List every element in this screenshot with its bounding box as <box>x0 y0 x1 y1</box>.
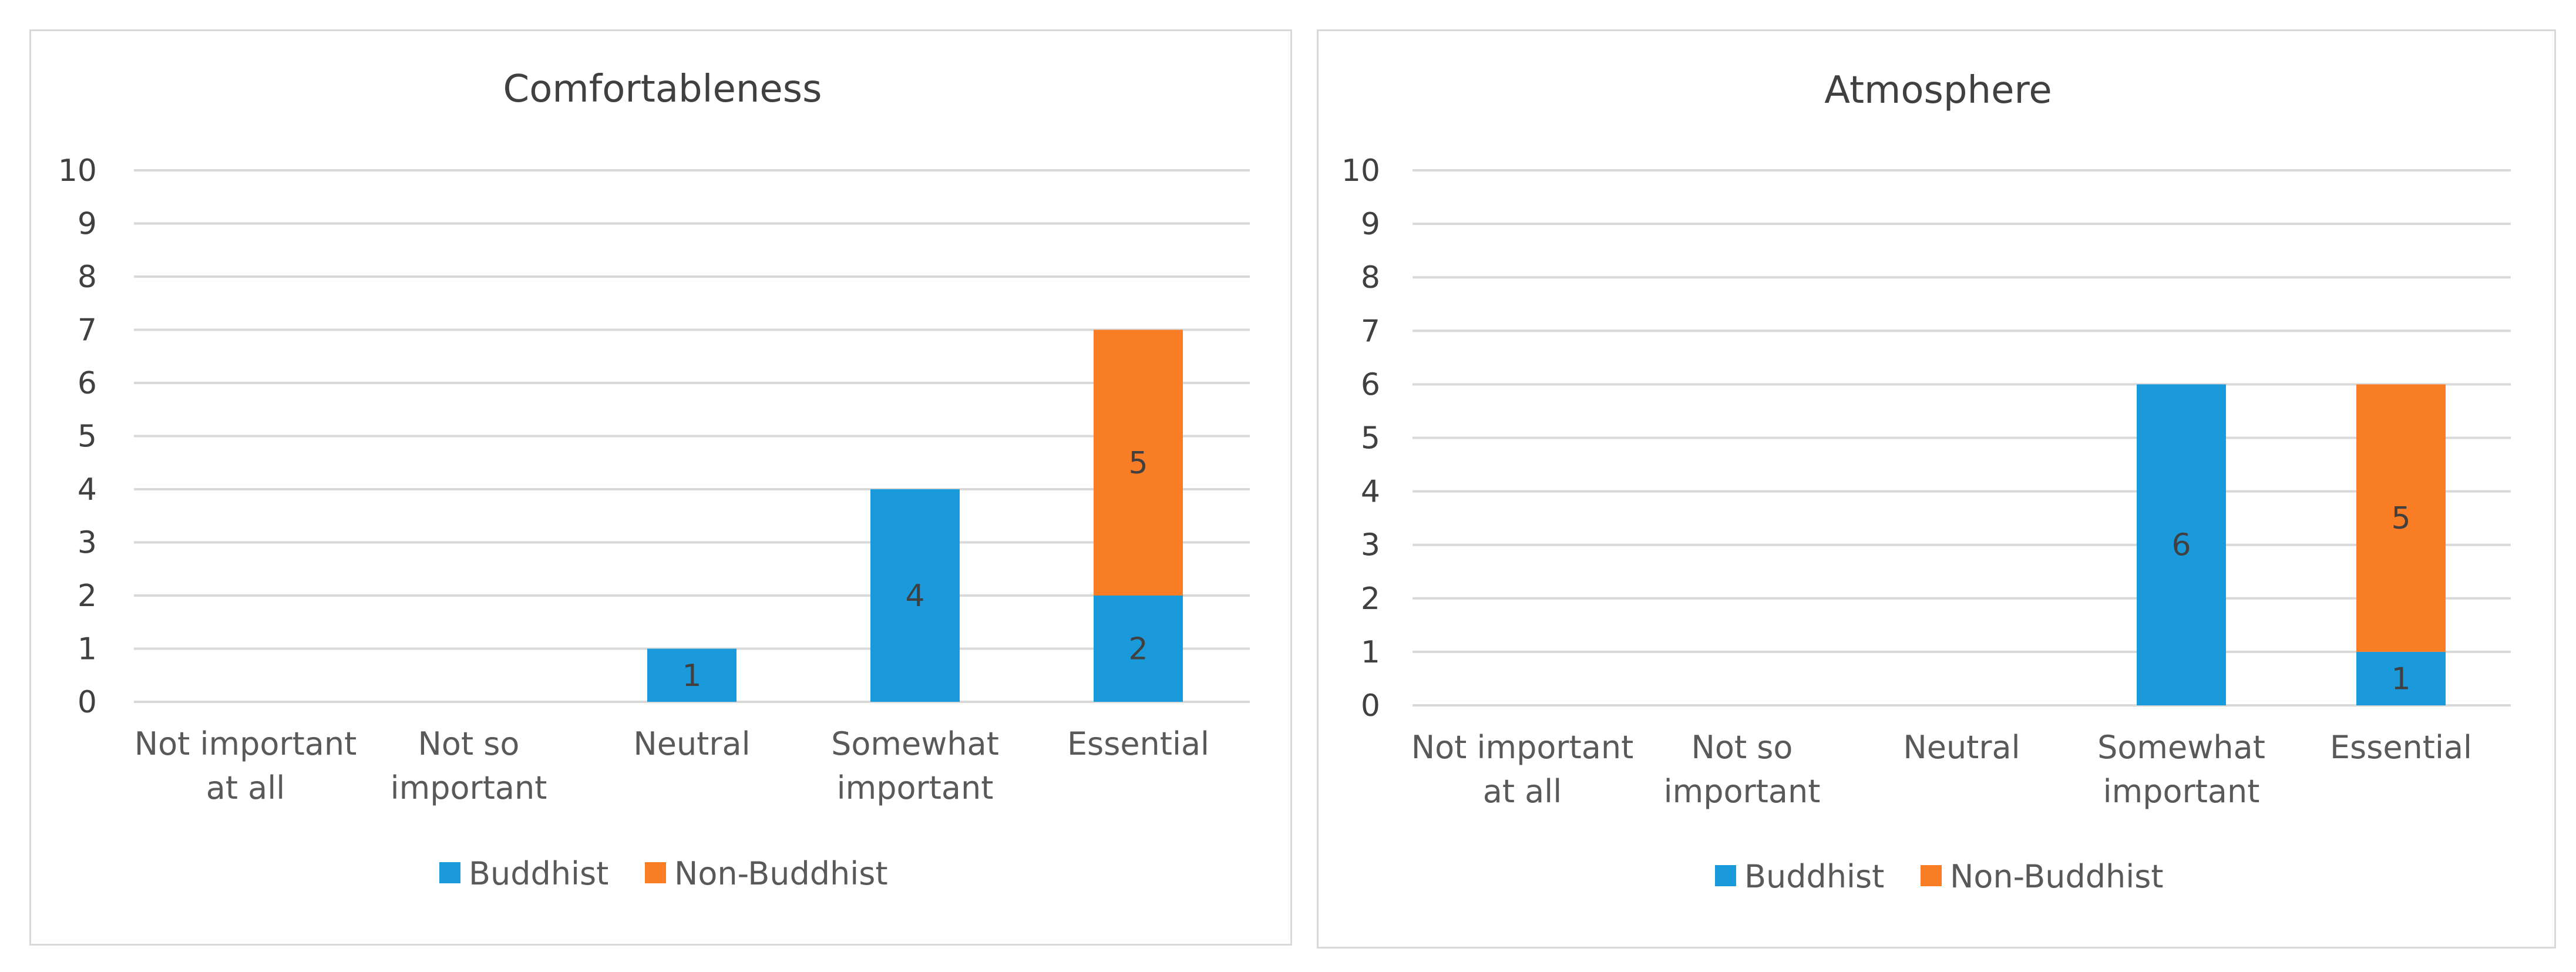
comfortableness-x-category-label: important <box>391 769 547 806</box>
comfortableness-data-label-non-buddhist: 5 <box>1128 446 1148 481</box>
atmosphere-x-category-label: Not important <box>1411 729 1634 766</box>
comfortableness-y-tick-label: 8 <box>78 260 97 295</box>
atmosphere-bars <box>2137 384 2446 705</box>
atmosphere-x-category-label: important <box>1664 773 1821 810</box>
atmosphere-legend-swatch-buddhist <box>1715 865 1736 886</box>
comfortableness-y-tick-label: 6 <box>78 366 97 401</box>
atmosphere-legend-label-non-buddhist: Non-Buddhist <box>1950 858 2164 895</box>
atmosphere-y-tick-label: 7 <box>1361 314 1380 349</box>
atmosphere-y-tick-label: 6 <box>1361 367 1380 402</box>
atmosphere-data-label-buddhist: 1 <box>2391 661 2410 697</box>
comfortableness-y-tick-label: 3 <box>78 526 97 561</box>
comfortableness-x-category-label: important <box>837 769 994 806</box>
comfortableness-bar-buddhist <box>1094 596 1183 702</box>
comfortableness-bar-buddhist <box>647 648 737 702</box>
atmosphere-data-label-non-buddhist: 5 <box>2391 501 2410 536</box>
atmosphere-y-tick-label: 5 <box>1361 421 1380 456</box>
comfortableness-y-tick-label: 0 <box>78 685 97 720</box>
atmosphere-x-category-label: Not so <box>1691 729 1793 766</box>
comfortableness-chart: Comfortableness 0 1 2 3 4 5 6 7 8 9 10 Not important… <box>58 68 1250 892</box>
atmosphere-chart-panel: Atmosphere 0 1 2 3 4 5 6 7 8 9 10 Not important at al… <box>1317 29 2556 949</box>
atmosphere-y-tick-label: 9 <box>1361 207 1380 242</box>
atmosphere-y-tick-label: 0 <box>1361 688 1380 724</box>
comfortableness-x-category-label: Somewhat <box>831 725 999 762</box>
atmosphere-x-category-label: Somewhat <box>2097 729 2265 766</box>
atmosphere-y-tick-label: 3 <box>1361 528 1380 563</box>
atmosphere-y-tick-label: 1 <box>1361 635 1380 670</box>
atmosphere-legend-swatch-non-buddhist <box>1921 865 1942 886</box>
atmosphere-x-category-label: at all <box>1483 773 1562 810</box>
comfortableness-chart-panel: Comfortableness 0 1 2 3 4 5 6 7 8 9 10 Not important… <box>29 29 1292 946</box>
atmosphere-bar-buddhist <box>2137 384 2226 705</box>
comfortableness-data-label-buddhist: 4 <box>905 579 924 614</box>
comfortableness-title: Comfortableness <box>503 68 822 111</box>
comfortableness-y-tick-label: 2 <box>78 579 97 614</box>
comfortableness-x-category-label: Neutral <box>633 725 750 762</box>
atmosphere-x-category-label: important <box>2103 773 2260 810</box>
atmosphere-title: Atmosphere <box>1824 69 2052 112</box>
comfortableness-gridlines <box>134 169 1250 703</box>
atmosphere-y-tick-label: 10 <box>1341 153 1380 189</box>
atmosphere-bar-buddhist <box>2356 651 2446 705</box>
atmosphere-y-tick-label: 2 <box>1361 581 1380 617</box>
atmosphere-legend-label-buddhist: Buddhist <box>1744 858 1884 895</box>
comfortableness-y-tick-label: 10 <box>58 153 97 189</box>
atmosphere-bar-non-buddhist <box>2356 384 2446 652</box>
comfortableness-x-category-label: Not so <box>418 725 520 762</box>
comfortableness-legend-label-buddhist: Buddhist <box>469 855 608 892</box>
comfortableness-y-tick-label: 9 <box>78 207 97 242</box>
comfortableness-legend-swatch-non-buddhist <box>645 862 666 883</box>
comfortableness-data-label-buddhist: 2 <box>1128 632 1148 667</box>
atmosphere-x-category-label: Neutral <box>1903 729 2020 766</box>
comfortableness-x-category-label: Not important <box>134 725 357 762</box>
comfortableness-legend-swatch-buddhist <box>439 862 460 883</box>
comfortableness-y-tick-label: 1 <box>78 632 97 667</box>
comfortableness-y-tick-label: 4 <box>78 472 97 507</box>
comfortableness-x-category-label: at all <box>206 769 285 806</box>
atmosphere-x-category-label: Essential <box>2330 729 2472 766</box>
comfortableness-bar-non-buddhist <box>1094 329 1183 596</box>
comfortableness-bar-buddhist <box>870 489 960 702</box>
atmosphere-y-tick-label: 8 <box>1361 260 1380 295</box>
atmosphere-y-tick-label: 4 <box>1361 475 1380 510</box>
comfortableness-x-category-label: Essential <box>1067 725 1209 762</box>
comfortableness-legend-label-non-buddhist: Non-Buddhist <box>674 855 888 892</box>
comfortableness-data-label-buddhist: 1 <box>682 658 701 694</box>
comfortableness-y-tick-label: 7 <box>78 313 97 348</box>
comfortableness-legend: Buddhist Non-Buddhist <box>439 855 888 892</box>
comfortableness-y-tick-label: 5 <box>78 419 97 455</box>
atmosphere-chart: Atmosphere 0 1 2 3 4 5 6 7 8 9 10 Not important at al… <box>1341 69 2511 895</box>
atmosphere-gridlines <box>1413 169 2511 707</box>
atmosphere-data-label-buddhist: 6 <box>2171 528 2191 563</box>
atmosphere-legend: Buddhist Non-Buddhist <box>1715 858 2164 895</box>
comfortableness-bars <box>647 329 1183 702</box>
